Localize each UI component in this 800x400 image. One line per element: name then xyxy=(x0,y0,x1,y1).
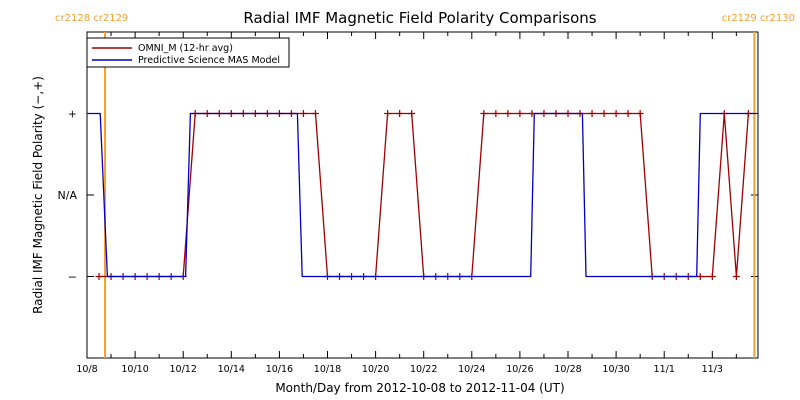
omni-data-point xyxy=(696,273,704,280)
x-tick-label: 10/22 xyxy=(410,364,437,375)
omni-data-point xyxy=(624,110,632,117)
x-tick-label: 10/8 xyxy=(76,364,97,375)
y-tick-label: + xyxy=(68,108,77,121)
legend-label-omni: OMNI_M (12-hr avg) xyxy=(138,43,233,54)
y-tick-label: N/A xyxy=(58,189,78,202)
omni-data-point xyxy=(708,273,716,280)
omni-data-point xyxy=(612,110,620,117)
omni-data-point xyxy=(504,110,512,117)
carrington-marker-label: cr2129 cr2130 xyxy=(722,13,795,24)
omni-data-point xyxy=(299,110,307,117)
omni-data-point xyxy=(396,110,404,117)
x-tick-label: 10/12 xyxy=(170,364,197,375)
omni-data-point xyxy=(732,273,740,280)
x-tick-label: 10/20 xyxy=(362,364,389,375)
y-tick-label: − xyxy=(68,271,77,284)
x-tick-label: 10/24 xyxy=(458,364,485,375)
omni-data-point xyxy=(636,110,644,117)
x-tick-label: 10/30 xyxy=(602,364,629,375)
legend: OMNI_M (12-hr avg) Predictive Science MA… xyxy=(86,37,290,68)
chart-title: Radial IMF Magnetic Field Polarity Compa… xyxy=(243,9,596,27)
omni-data-point xyxy=(408,110,416,117)
x-tick-label: 10/16 xyxy=(266,364,293,375)
x-tick-label: 11/1 xyxy=(654,364,675,375)
omni-data-point xyxy=(600,110,608,117)
x-tick-label: 10/26 xyxy=(506,364,533,375)
omni-data-point xyxy=(95,273,103,280)
omni-data-point xyxy=(588,110,596,117)
carrington-marker-label: cr2128 cr2129 xyxy=(55,13,128,24)
omni-data-point xyxy=(384,110,392,117)
x-tick-label: 11/3 xyxy=(702,364,723,375)
omni-data-point xyxy=(516,110,524,117)
omni-series-line xyxy=(99,112,750,278)
y-axis-label: Radial IMF Magnetic Field Polarity (−,+) xyxy=(31,76,45,314)
omni-data-point xyxy=(492,110,500,117)
legend-frame xyxy=(86,37,290,68)
omni-data-point xyxy=(480,110,488,117)
legend-label-mas: Predictive Science MAS Model xyxy=(138,55,280,66)
x-tick-label: 10/18 xyxy=(314,364,341,375)
x-tick-label: 10/10 xyxy=(121,364,148,375)
x-tick-label: 10/14 xyxy=(218,364,245,375)
x-tick-label: 10/28 xyxy=(554,364,581,375)
mas-series-line xyxy=(87,112,758,278)
x-axis-label: Month/Day from 2012-10-08 to 2012-11-04 … xyxy=(275,381,564,395)
omni-data-point xyxy=(311,110,319,117)
